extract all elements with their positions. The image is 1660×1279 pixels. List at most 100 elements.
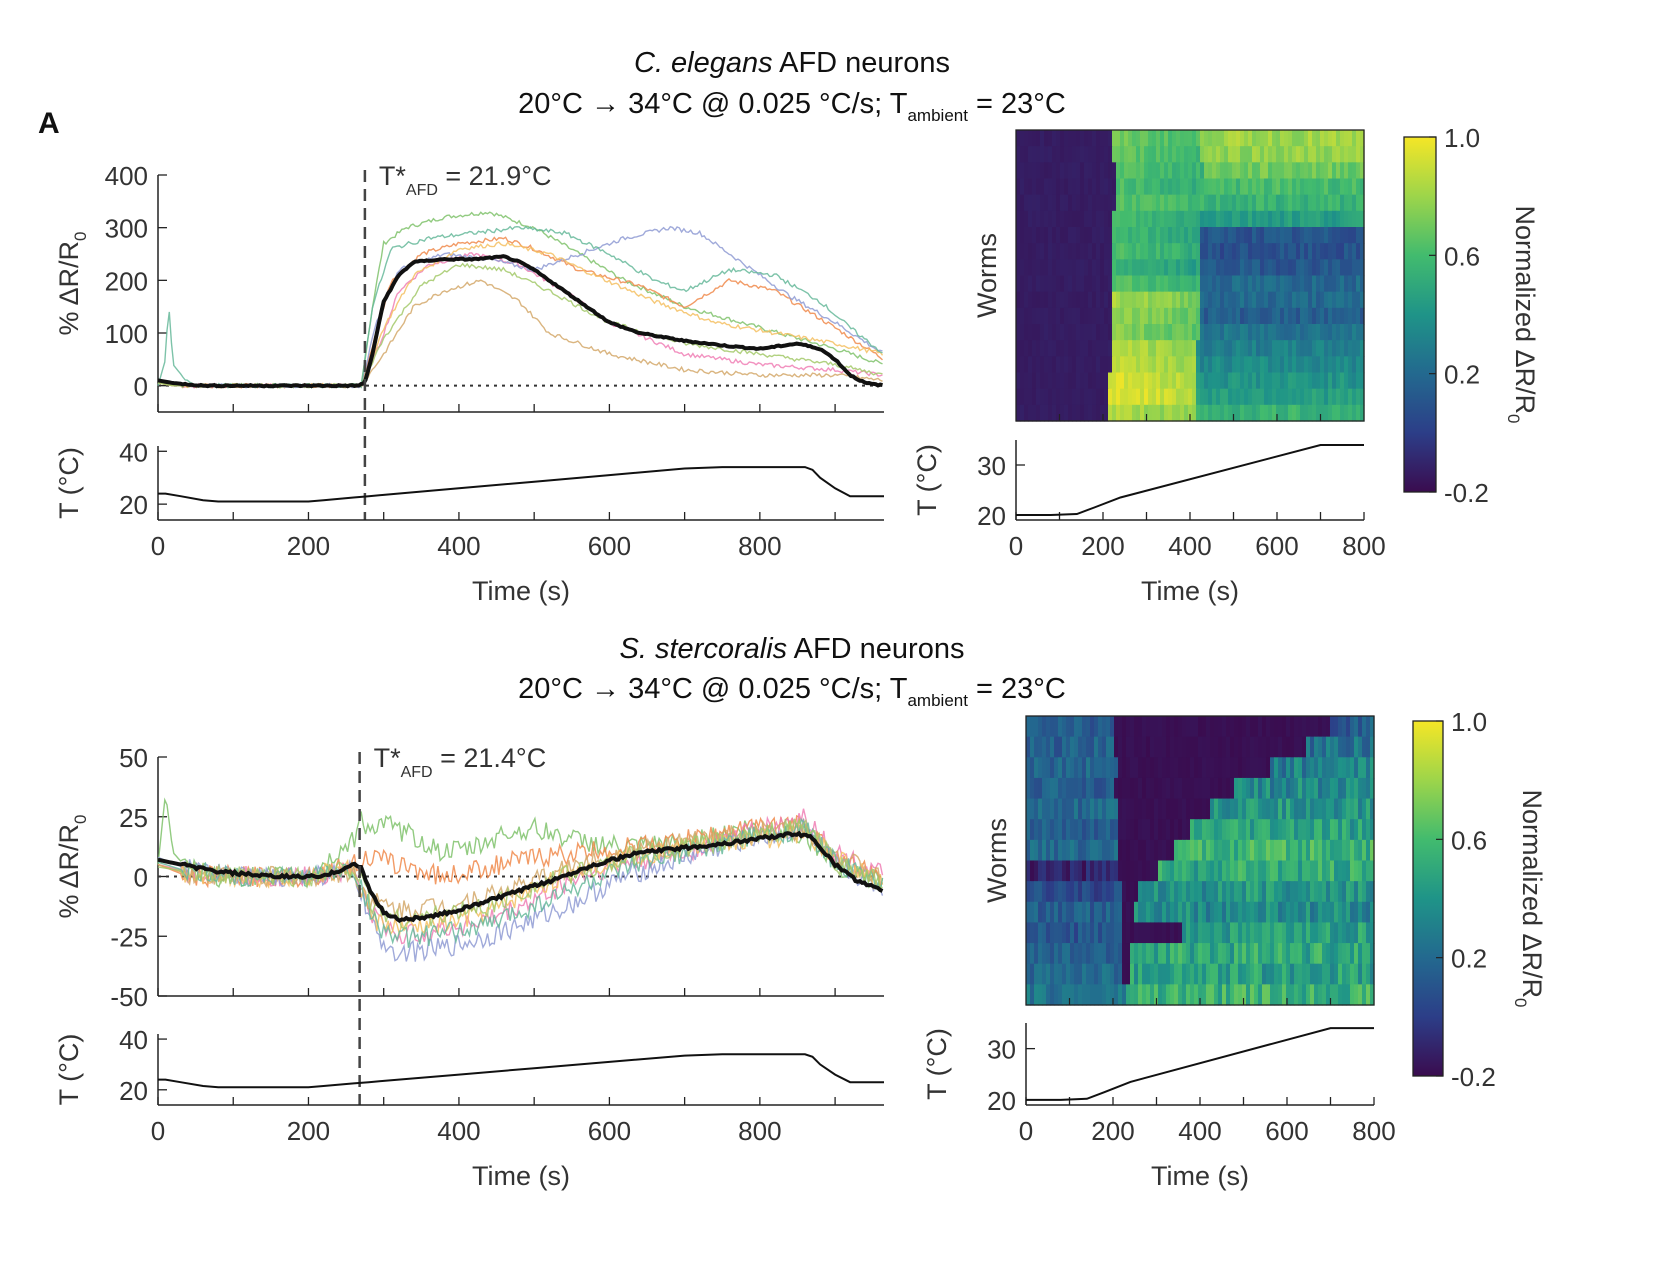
heatmap-cell: [1150, 922, 1155, 944]
heatmap-cell: [1196, 178, 1201, 196]
heatmap-cell: [1348, 404, 1353, 422]
heatmap-cell: [1208, 243, 1213, 260]
heatmap-cell: [1240, 307, 1245, 325]
heatmap-cell: [1032, 307, 1037, 325]
heatmap-cell: [1318, 716, 1323, 738]
heatmap-cell: [1370, 963, 1375, 985]
heatmap-cell: [1358, 736, 1363, 758]
heatmap-cell: [1156, 307, 1161, 325]
heatmap-cell: [1220, 178, 1225, 196]
heatmap-cell: [1172, 340, 1177, 357]
heatmap-cell: [1358, 757, 1363, 779]
heatmap-cell: [1320, 130, 1325, 147]
heatmap-cell: [1050, 922, 1055, 944]
heatmap-cell: [1106, 881, 1111, 903]
heatmap-cell: [1292, 210, 1297, 228]
heatmap-cell: [1228, 194, 1233, 212]
heatmap-cell: [1250, 798, 1255, 820]
heatmap-cell: [1222, 839, 1227, 862]
heatmap-cell: [1272, 291, 1277, 309]
heatmap-cell: [1338, 777, 1343, 800]
colorbar-tick-label: -0.2: [1444, 478, 1489, 508]
heatmap-cell: [1276, 146, 1281, 163]
heatmap-cell: [1306, 943, 1311, 965]
heatmap-cell: [1160, 162, 1165, 180]
heatmap-cell: [1308, 146, 1313, 163]
heatmap-cell: [1286, 881, 1291, 903]
heatmap-cell: [1086, 922, 1091, 944]
heatmap-cell: [1232, 178, 1237, 196]
heatmap-cell: [1086, 860, 1091, 882]
heatmap-cell: [1304, 130, 1309, 147]
heatmap-cell: [1284, 291, 1289, 309]
heatmap-cell: [1054, 819, 1059, 841]
heatmap-cell: [1136, 194, 1141, 212]
heatmap-cell: [1258, 922, 1263, 944]
heatmap-cell: [1094, 716, 1099, 738]
heatmap-cell: [1216, 243, 1221, 260]
heatmap-cell: [1360, 372, 1365, 390]
heatmap-cell: [1114, 901, 1119, 924]
heatmap-cell: [1078, 922, 1083, 944]
heatmap-cell: [1100, 324, 1105, 341]
heatmap-cell: [1284, 356, 1289, 374]
heatmap-cell: [1088, 194, 1093, 212]
heatmap-cell: [1360, 178, 1365, 196]
heatmap-cell: [1280, 324, 1285, 341]
heatmap-cell: [1096, 259, 1101, 277]
heatmap-cell: [1192, 291, 1197, 309]
heatmap-cell: [1114, 716, 1119, 738]
heatmap-cell: [1128, 227, 1133, 244]
heatmap-cell: [1134, 716, 1139, 738]
heatmap-cell: [1016, 178, 1021, 196]
heatmap-cell: [1320, 178, 1325, 196]
heatmap-cell: [1276, 243, 1281, 260]
heatmap-cell: [1210, 943, 1215, 965]
heatmap-cell: [1302, 757, 1307, 779]
heatmap-cell: [1162, 736, 1167, 758]
heatmap-cell: [1278, 901, 1283, 924]
heatmap-cell: [1160, 404, 1165, 422]
heatmap-cell: [1336, 162, 1341, 180]
heatmap-cell: [1048, 194, 1053, 212]
heatmap-cell: [1036, 340, 1041, 357]
heatmap-cell: [1240, 259, 1245, 277]
heatmap-cell: [1264, 243, 1269, 260]
heatmap-cell: [1362, 716, 1367, 738]
heatmap-cell: [1196, 291, 1201, 309]
heatmap-cell: [1350, 757, 1355, 779]
heatmap-cell: [1164, 259, 1169, 277]
heatmap-cell: [1034, 881, 1039, 903]
heatmap-cell: [1296, 178, 1301, 196]
heatmap-cell: [1126, 901, 1131, 924]
heatmap-cell: [1188, 388, 1193, 406]
heatmap-cell: [1190, 963, 1195, 985]
heatmap-cell: [1064, 210, 1069, 228]
heatmap-cell: [1048, 307, 1053, 325]
heatmap-cell: [1298, 819, 1303, 841]
heatmap-cell: [1158, 901, 1163, 924]
heatmap-cell: [1020, 243, 1025, 260]
heatmap-cell: [1120, 404, 1125, 422]
heatmap-cell: [1152, 404, 1157, 422]
heatmap-cell: [1138, 943, 1143, 965]
heatmap-cell: [1228, 259, 1233, 277]
heatmap-cell: [1052, 227, 1057, 244]
heatmap-cell: [1094, 963, 1099, 985]
heatmap-cell: [1062, 736, 1067, 758]
heatmap-cell: [1356, 291, 1361, 309]
heatmap-cell: [1184, 243, 1189, 260]
heatmap-cell: [1020, 307, 1025, 325]
heatmap-cell: [1108, 162, 1113, 180]
heatmap-cell: [1016, 404, 1021, 422]
heatmap-cell: [1156, 194, 1161, 212]
heatmap-cell: [1228, 162, 1233, 180]
heatmap-cell: [1314, 943, 1319, 965]
heatmap-cell: [1140, 388, 1145, 406]
heatmap-cell: [1110, 881, 1115, 903]
heatmap-cell: [1304, 324, 1309, 341]
heatmap-cell: [1184, 210, 1189, 228]
heatmap-cell: [1034, 839, 1039, 862]
heatmap-cell: [1276, 404, 1281, 422]
heatmap-cell: [1310, 839, 1315, 862]
